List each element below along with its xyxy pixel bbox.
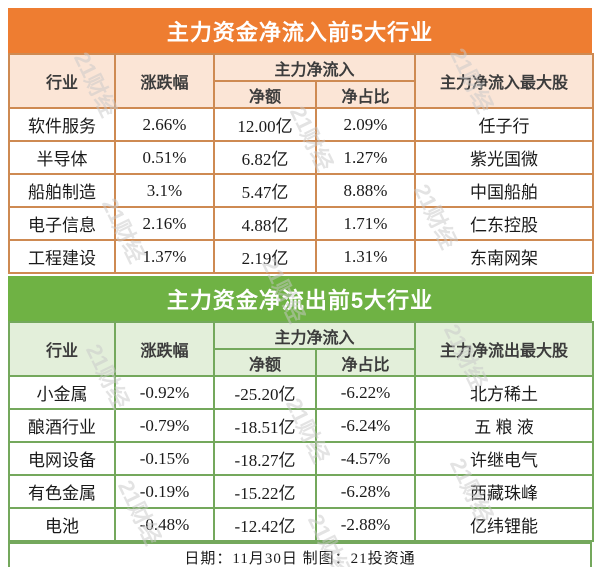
header-row: 行业 涨跌幅 主力净流入 主力净流入最大股	[8, 53, 595, 109]
table-cell: 半导体	[8, 140, 116, 175]
table-cell: 4.88亿	[213, 206, 317, 241]
header-row: 净额 净占比	[9, 80, 593, 109]
table-cell: 西藏珠峰	[414, 474, 595, 509]
table-cell: 工程建设	[8, 239, 116, 274]
table-cell: 仁东控股	[414, 206, 595, 241]
outflow-table: 行业 涨跌幅 主力净流入 主力净流出最大股 净额 净占比 小金属 -0.92% -2…	[8, 321, 595, 542]
col-header-change: 涨跌幅	[114, 321, 215, 377]
table-cell: -15.22亿	[213, 474, 317, 509]
outflow-table-header: 行业 涨跌幅 主力净流入 主力净流出最大股 净额 净占比	[8, 321, 595, 377]
col-header-change: 涨跌幅	[114, 53, 215, 109]
inflow-table-body: 软件服务 2.66% 12.00亿 2.09% 任子行 半导体 0.51% 6.82亿 1.27…	[8, 107, 595, 274]
table-cell: -6.28%	[314, 474, 417, 509]
outflow-table-body: 小金属 -0.92% -25.20亿 -6.22% 北方稀土 酿酒行业 -0.79% -18.…	[8, 375, 595, 542]
table-cell: 8.88%	[314, 173, 417, 208]
table-row: 软件服务 2.66% 12.00亿 2.09% 任子行	[8, 107, 595, 142]
table-cell: 6.82亿	[213, 140, 317, 175]
table-cell: -18.51亿	[213, 408, 317, 443]
table-cell: 1.31%	[314, 239, 417, 274]
table-cell: 电网设备	[8, 441, 116, 476]
col-header-industry: 行业	[8, 53, 116, 109]
table-cell: -18.27亿	[213, 441, 317, 476]
table-cell: 5.47亿	[213, 173, 317, 208]
inflow-table: 行业 涨跌幅 主力净流入 主力净流入最大股 净额 净占比 软件服务 2.66% 12…	[8, 53, 595, 274]
table-cell: -0.15%	[114, 441, 215, 476]
table-cell: 2.16%	[114, 206, 215, 241]
table-row: 工程建设 1.37% 2.19亿 1.31% 东南网架	[8, 239, 595, 274]
footer-table: 日期：11月30日 制图：21投资通	[8, 542, 592, 567]
table-cell: 2.66%	[114, 107, 215, 142]
table-cell: 紫光国微	[414, 140, 595, 175]
table-cell: 酿酒行业	[8, 408, 116, 443]
table-cell: -25.20亿	[213, 375, 317, 410]
table-cell: 五 粮 液	[414, 408, 595, 443]
table-row: 酿酒行业 -0.79% -18.51亿 -6.24% 五 粮 液	[8, 408, 595, 443]
table-cell: 电池	[8, 507, 116, 542]
table-row: 船舶制造 3.1% 5.47亿 8.88% 中国船舶	[8, 173, 595, 208]
table-cell: 电子信息	[8, 206, 116, 241]
table-row: 电网设备 -0.15% -18.27亿 -4.57% 许继电气	[8, 441, 595, 476]
col-header-netflow-group: 主力净流入	[212, 53, 417, 82]
table-cell: -0.48%	[114, 507, 215, 542]
table-cell: 东南网架	[414, 239, 595, 274]
table-cell: 船舶制造	[8, 173, 116, 208]
table-cell: 中国船舶	[414, 173, 595, 208]
table-cell: -0.19%	[114, 474, 215, 509]
col-header-net-amount: 净额	[213, 348, 317, 377]
col-header-industry: 行业	[8, 321, 116, 377]
footer-row: 日期：11月30日 制图：21投资通	[8, 542, 592, 567]
table-cell: 北方稀土	[414, 375, 595, 410]
table-cell: 1.37%	[114, 239, 215, 274]
col-header-net-ratio: 净占比	[314, 348, 417, 377]
table-cell: -2.88%	[314, 507, 417, 542]
table-cell: -6.22%	[314, 375, 417, 410]
table-cell: 许继电气	[414, 441, 595, 476]
inflow-title: 主力资金净流入前5大行业	[8, 8, 592, 53]
footer-note: 日期：11月30日 制图：21投资通	[8, 542, 592, 567]
table-cell: 1.27%	[314, 140, 417, 175]
table-row: 半导体 0.51% 6.82亿 1.27% 紫光国微	[8, 140, 595, 175]
col-header-net-amount: 净额	[213, 80, 317, 109]
header-row: 行业 涨跌幅 主力净流入 主力净流出最大股	[8, 321, 595, 377]
inflow-table-header: 行业 涨跌幅 主力净流入 主力净流入最大股 净额 净占比	[8, 53, 595, 109]
table-row: 电池 -0.48% -12.42亿 -2.88% 亿纬锂能	[8, 507, 595, 542]
table-cell: 1.71%	[314, 206, 417, 241]
table-cell: 软件服务	[8, 107, 116, 142]
table-cell: -0.79%	[114, 408, 215, 443]
table-cell: 有色金属	[8, 474, 116, 509]
col-header-net-ratio: 净占比	[314, 80, 417, 109]
table-cell: 亿纬锂能	[414, 507, 595, 542]
table-row: 电子信息 2.16% 4.88亿 1.71% 仁东控股	[8, 206, 595, 241]
outflow-title: 主力资金净流出前5大行业	[8, 276, 592, 321]
table-cell: -4.57%	[314, 441, 417, 476]
table-cell: 2.19亿	[213, 239, 317, 274]
table-cell: -12.42亿	[213, 507, 317, 542]
col-header-netflow-group: 主力净流入	[212, 321, 417, 350]
header-row: 净额 净占比	[9, 348, 593, 377]
table-cell: 小金属	[8, 375, 116, 410]
table-cell: -6.24%	[314, 408, 417, 443]
table-cell: -0.92%	[114, 375, 215, 410]
table-cell: 2.09%	[314, 107, 417, 142]
table-cell: 0.51%	[114, 140, 215, 175]
table-cell: 3.1%	[114, 173, 215, 208]
table-row: 有色金属 -0.19% -15.22亿 -6.28% 西藏珠峰	[8, 474, 595, 509]
table-cell: 12.00亿	[213, 107, 317, 142]
table-row: 小金属 -0.92% -25.20亿 -6.22% 北方稀土	[8, 375, 595, 410]
col-header-top-stock: 主力净流出最大股	[414, 321, 595, 377]
col-header-top-stock: 主力净流入最大股	[414, 53, 595, 109]
table-cell: 任子行	[414, 107, 595, 142]
